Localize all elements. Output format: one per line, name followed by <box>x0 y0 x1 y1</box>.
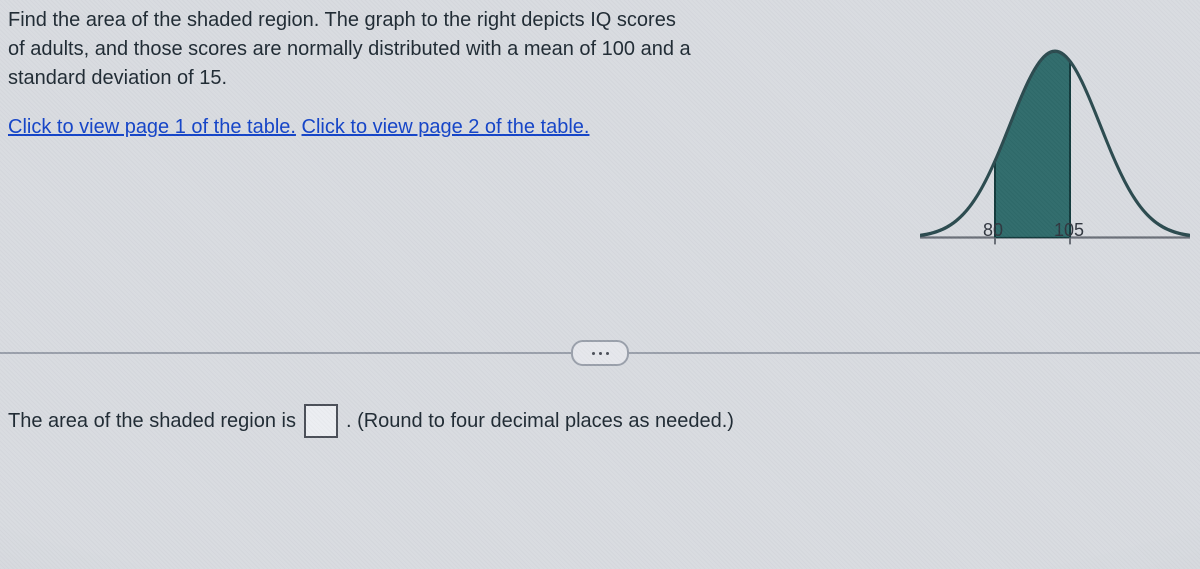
answer-prefix-text: The area of the shaded region is <box>8 410 296 433</box>
dots-icon <box>592 352 595 355</box>
view-table-page2-link[interactable]: Click to view page 2 of the table. <box>302 116 590 138</box>
view-table-page1-link[interactable]: Click to view page 1 of the table. <box>8 116 296 138</box>
section-divider <box>0 340 1200 366</box>
problem-text-line3: standard deviation of 15. <box>8 64 898 93</box>
chart-tick-label: 80 <box>983 220 1003 241</box>
normal-distribution-chart: 80 105 <box>920 42 1190 272</box>
answer-input[interactable] <box>304 404 338 438</box>
problem-text-line2: of adults, and those scores are normally… <box>8 35 898 64</box>
answer-suffix-text: . (Round to four decimal places as neede… <box>346 410 734 433</box>
expand-pill-button[interactable] <box>571 340 629 366</box>
problem-text-line1: Find the area of the shaded region. The … <box>8 6 898 35</box>
chart-tick-label: 105 <box>1054 220 1084 241</box>
